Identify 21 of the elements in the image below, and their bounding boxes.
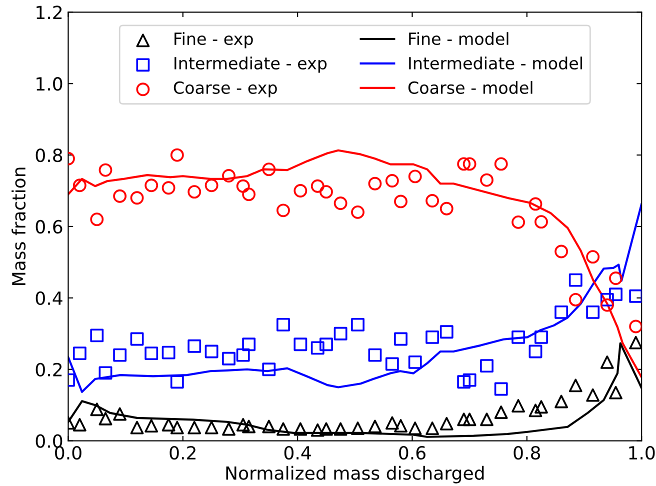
x-tick-label: 1.0 xyxy=(629,446,655,460)
y-tick-label: 1.2 xyxy=(36,6,62,20)
x-tick-label: 0.0 xyxy=(55,446,82,460)
x-tick-label: 0.8 xyxy=(514,446,540,460)
y-axis-title: Mass fraction xyxy=(12,168,26,285)
y-tick-label: 0.0 xyxy=(36,434,62,448)
x-tick-label: 0.4 xyxy=(284,446,311,460)
legend-label: Fine - model xyxy=(409,32,508,46)
legend-label: Coarse - exp xyxy=(174,81,277,98)
legend-label: Intermediate - model xyxy=(409,56,582,70)
legend-label: Coarse - model xyxy=(408,81,532,94)
x-tick-label: 0.6 xyxy=(399,446,426,460)
legend-label: Intermediate - exp xyxy=(174,56,327,73)
legend-label: Fine - exp xyxy=(174,32,253,48)
x-tick-label: 0.2 xyxy=(170,446,196,460)
y-tick-label: 1.0 xyxy=(36,77,62,91)
y-tick-label: 0.8 xyxy=(36,148,62,162)
x-axis-title: Normalized mass discharged xyxy=(226,466,484,484)
y-tick-label: 0.4 xyxy=(36,291,62,306)
y-tick-label: 0.2 xyxy=(36,362,62,376)
y-tick-label: 0.6 xyxy=(36,220,62,234)
